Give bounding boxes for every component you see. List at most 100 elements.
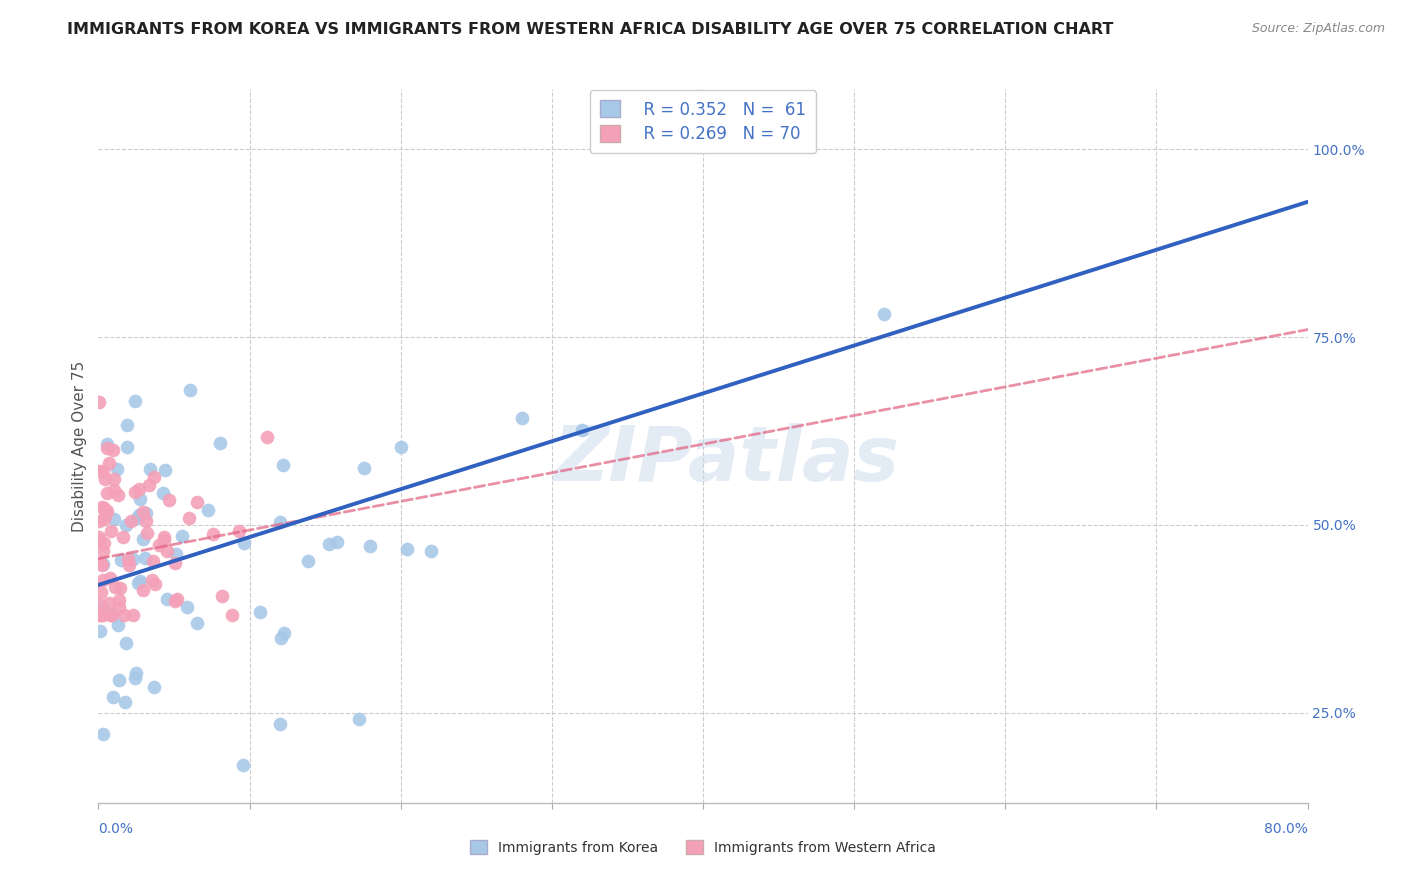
Point — [91, 557, 114, 571]
Point — [118, 558, 141, 572]
Legend: Immigrants from Korea, Immigrants from Western Africa: Immigrants from Korea, Immigrants from W… — [465, 834, 941, 860]
Point — [91, 599, 114, 614]
Point — [93, 511, 115, 525]
Point — [97, 456, 120, 470]
Point — [103, 472, 125, 486]
Point — [112, 607, 135, 622]
Point — [93, 464, 115, 478]
Point — [89, 607, 111, 622]
Point — [142, 554, 165, 568]
Point — [89, 464, 111, 478]
Point — [165, 556, 187, 570]
Point — [134, 550, 156, 565]
Point — [155, 463, 177, 477]
Point — [122, 607, 145, 622]
Point — [89, 597, 111, 611]
Point — [87, 395, 110, 409]
Point — [89, 556, 111, 570]
Point — [420, 544, 443, 558]
Point — [111, 530, 134, 544]
Point — [165, 547, 187, 561]
Point — [91, 607, 114, 622]
Text: ZIPatlas: ZIPatlas — [554, 424, 900, 497]
Point — [98, 596, 121, 610]
Point — [209, 435, 232, 450]
Point — [93, 472, 115, 486]
Point — [142, 680, 165, 694]
Point — [101, 690, 124, 705]
Point — [156, 544, 179, 558]
Point — [510, 411, 533, 425]
Point — [360, 540, 382, 554]
Point — [96, 442, 118, 456]
Point — [120, 514, 142, 528]
Point — [166, 592, 188, 607]
Point — [153, 533, 176, 548]
Point — [94, 507, 117, 521]
Point — [269, 516, 291, 530]
Point — [135, 515, 157, 529]
Point — [141, 573, 163, 587]
Point — [104, 580, 127, 594]
Point — [271, 458, 294, 472]
Point — [249, 605, 271, 619]
Point — [124, 393, 146, 408]
Point — [101, 442, 124, 457]
Point — [115, 440, 138, 454]
Point — [117, 418, 139, 433]
Text: 80.0%: 80.0% — [1264, 822, 1308, 836]
Point — [159, 492, 181, 507]
Point — [124, 485, 146, 500]
Point — [103, 512, 125, 526]
Point — [256, 430, 278, 444]
Point — [232, 758, 254, 772]
Point — [105, 461, 128, 475]
Point — [96, 504, 118, 518]
Point — [347, 712, 370, 726]
Point — [108, 599, 131, 614]
Point — [176, 599, 198, 614]
Point — [186, 615, 208, 630]
Point — [89, 624, 111, 638]
Point — [110, 552, 132, 566]
Point — [135, 526, 157, 541]
Text: IMMIGRANTS FROM KOREA VS IMMIGRANTS FROM WESTERN AFRICA DISABILITY AGE OVER 75 C: IMMIGRANTS FROM KOREA VS IMMIGRANTS FROM… — [67, 22, 1114, 37]
Point — [90, 558, 112, 572]
Point — [186, 495, 208, 509]
Point — [124, 671, 146, 685]
Point — [100, 607, 122, 622]
Point — [129, 492, 152, 507]
Point — [91, 500, 114, 514]
Point — [232, 536, 254, 550]
Text: Source: ZipAtlas.com: Source: ZipAtlas.com — [1251, 22, 1385, 36]
Point — [87, 533, 110, 548]
Point — [87, 530, 110, 544]
Point — [100, 524, 122, 538]
Point — [128, 508, 150, 523]
Point — [128, 482, 150, 496]
Point — [89, 607, 111, 622]
Point — [163, 593, 186, 607]
Text: 0.0%: 0.0% — [98, 822, 134, 836]
Point — [115, 518, 138, 533]
Point — [197, 502, 219, 516]
Point — [115, 636, 138, 650]
Point — [221, 607, 243, 622]
Point — [108, 581, 131, 595]
Point — [571, 423, 593, 437]
Point — [297, 554, 319, 568]
Point — [139, 461, 162, 475]
Point — [873, 307, 896, 321]
Point — [107, 488, 129, 502]
Point — [152, 486, 174, 500]
Point — [148, 538, 170, 552]
Point — [135, 507, 157, 521]
Point — [91, 573, 114, 587]
Point — [96, 437, 118, 451]
Point — [124, 666, 146, 681]
Point — [318, 537, 340, 551]
Point — [269, 716, 291, 731]
Point — [211, 589, 233, 603]
Point — [132, 506, 155, 520]
Point — [93, 500, 115, 515]
